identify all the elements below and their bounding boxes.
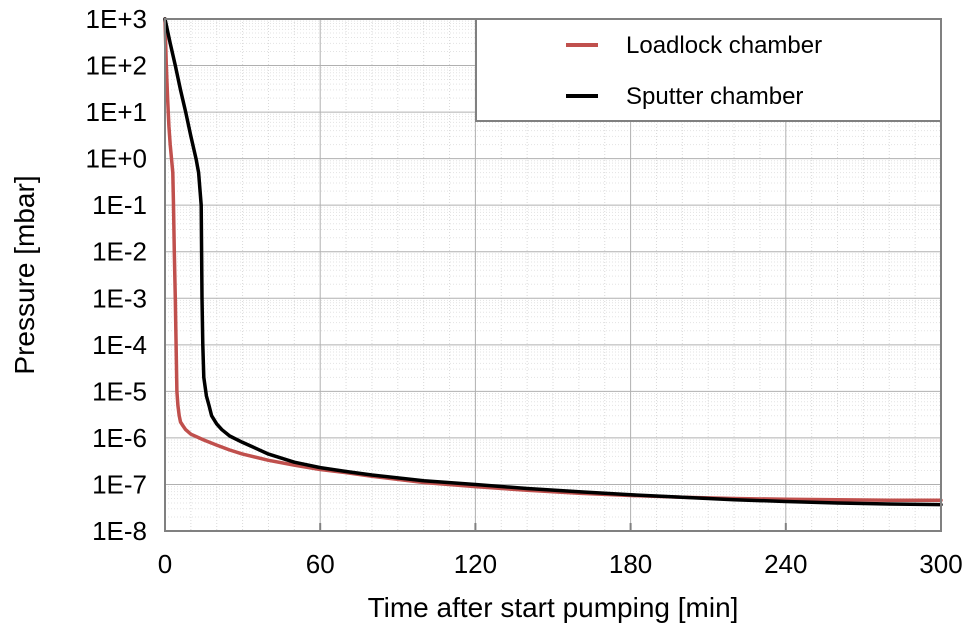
y-tick-label: 1E+3	[86, 4, 147, 34]
x-axis-title: Time after start pumping [min]	[368, 592, 739, 623]
x-tick-label: 180	[609, 549, 652, 579]
legend-label-1: Loadlock chamber	[626, 32, 822, 59]
legend: Loadlock chamber Sputter chamber	[475, 18, 942, 122]
series-line-2	[163, 17, 943, 507]
grid	[165, 18, 941, 532]
y-tick-label: 1E-4	[92, 330, 147, 360]
y-tick-label: 1E-5	[92, 376, 147, 406]
y-tick-label: 1E-1	[92, 190, 147, 220]
y-axis-title: Pressure [mbar]	[9, 175, 40, 374]
x-tick-label: 60	[306, 549, 335, 579]
x-tick-label: 120	[454, 549, 497, 579]
x-tick-label: 300	[919, 549, 962, 579]
y-tick-label: 1E-7	[92, 469, 147, 499]
y-tick-label: 1E-3	[92, 283, 147, 313]
x-tick-label: 0	[158, 549, 172, 579]
series-layer	[163, 17, 943, 507]
y-tick-label: 1E-2	[92, 237, 147, 267]
x-tick-label: 240	[764, 549, 807, 579]
y-tick-label: 1E+2	[86, 51, 147, 81]
axis-ticks: 0 60 120 180 240 300 1E+3 1E+2 1E+1 1E+0 1E-1 1E-2 1…	[86, 4, 963, 579]
legend-box	[475, 18, 942, 122]
legend-label-2: Sputter chamber	[626, 83, 803, 110]
y-tick-label: 1E-6	[92, 423, 147, 453]
y-tick-label: 1E-8	[92, 516, 147, 546]
y-tick-label: 1E+1	[86, 97, 147, 127]
y-tick-label: 1E+0	[86, 144, 147, 174]
